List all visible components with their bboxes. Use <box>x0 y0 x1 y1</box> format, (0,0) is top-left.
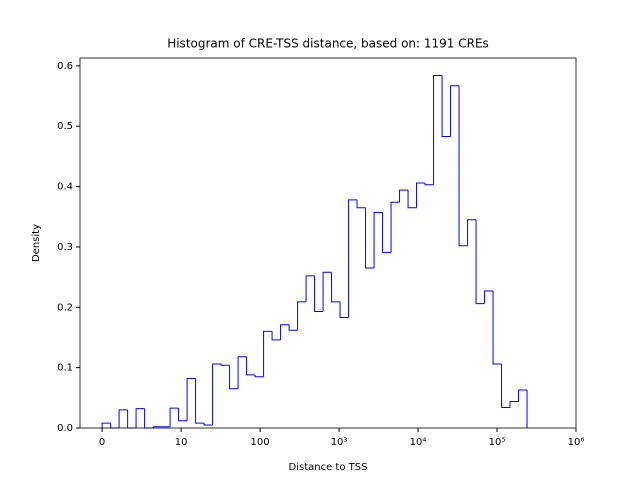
histogram-step <box>518 389 528 402</box>
histogram-step <box>348 199 358 318</box>
histogram-step <box>280 324 290 340</box>
y-tick-label: 0.1 <box>57 363 73 374</box>
histogram-step <box>220 364 230 366</box>
histogram-step <box>229 365 239 390</box>
histogram-step <box>339 301 349 319</box>
histogram-step <box>246 356 256 376</box>
histogram-step <box>492 290 502 365</box>
histogram-step <box>297 301 307 331</box>
histogram-step <box>450 85 460 137</box>
x-tick-label: 10³ <box>331 437 348 448</box>
histogram-step <box>178 408 188 422</box>
histogram-step <box>365 207 375 269</box>
histogram-step <box>254 374 264 378</box>
histogram-step <box>356 199 366 209</box>
histogram-step <box>509 400 519 408</box>
y-tick-label: 0.2 <box>57 302 73 313</box>
histogram-step <box>322 271 332 312</box>
histogram-step <box>382 212 392 253</box>
histogram-step <box>441 75 451 137</box>
y-tick-label: 0.0 <box>57 423 73 434</box>
y-tick-label: 0.3 <box>57 242 73 253</box>
x-tick-label: 10⁵ <box>489 437 506 448</box>
histogram-step <box>288 324 298 331</box>
histogram-step <box>416 182 426 208</box>
plot-frame <box>79 57 577 429</box>
histogram-step <box>475 219 485 305</box>
histogram-step <box>101 422 111 428</box>
histogram-step <box>467 219 477 246</box>
histogram-step <box>305 275 315 302</box>
histogram-step <box>433 75 443 185</box>
histogram-step <box>212 363 222 425</box>
y-tick-label: 0.4 <box>57 182 73 193</box>
y-axis-label: Density <box>31 224 42 262</box>
histogram-step <box>458 85 468 247</box>
x-axis-label: Distance to TSS <box>289 462 368 473</box>
x-tick-label: 0 <box>99 437 105 448</box>
x-tick-label: 10⁶ <box>568 437 585 448</box>
histogram-step <box>186 378 196 421</box>
histogram-step <box>237 356 247 389</box>
histogram-step <box>390 201 400 253</box>
histogram-step <box>424 182 434 186</box>
x-tick-label: 10 <box>175 437 188 448</box>
y-tick-label: 0.6 <box>57 61 73 72</box>
histogram-step <box>195 378 205 424</box>
x-tick-label: 10⁴ <box>410 437 427 448</box>
histogram-step <box>484 290 494 304</box>
histogram-step <box>152 426 162 428</box>
chart-title: Histogram of CRE-TSS distance, based on:… <box>167 37 489 51</box>
histogram-step <box>203 423 213 426</box>
histogram-step <box>399 189 409 203</box>
histogram-step <box>271 331 281 341</box>
histogram-step <box>501 364 511 408</box>
histogram-step <box>169 407 179 427</box>
histogram-step <box>407 190 417 209</box>
histogram-step <box>314 275 324 313</box>
histogram-step <box>263 330 273 377</box>
histogram-step <box>373 212 383 269</box>
y-tick-label: 0.5 <box>57 121 73 132</box>
histogram-step <box>331 272 341 303</box>
histogram-step <box>135 408 145 428</box>
histogram-step <box>118 409 128 428</box>
x-tick-label: 100 <box>251 437 270 448</box>
